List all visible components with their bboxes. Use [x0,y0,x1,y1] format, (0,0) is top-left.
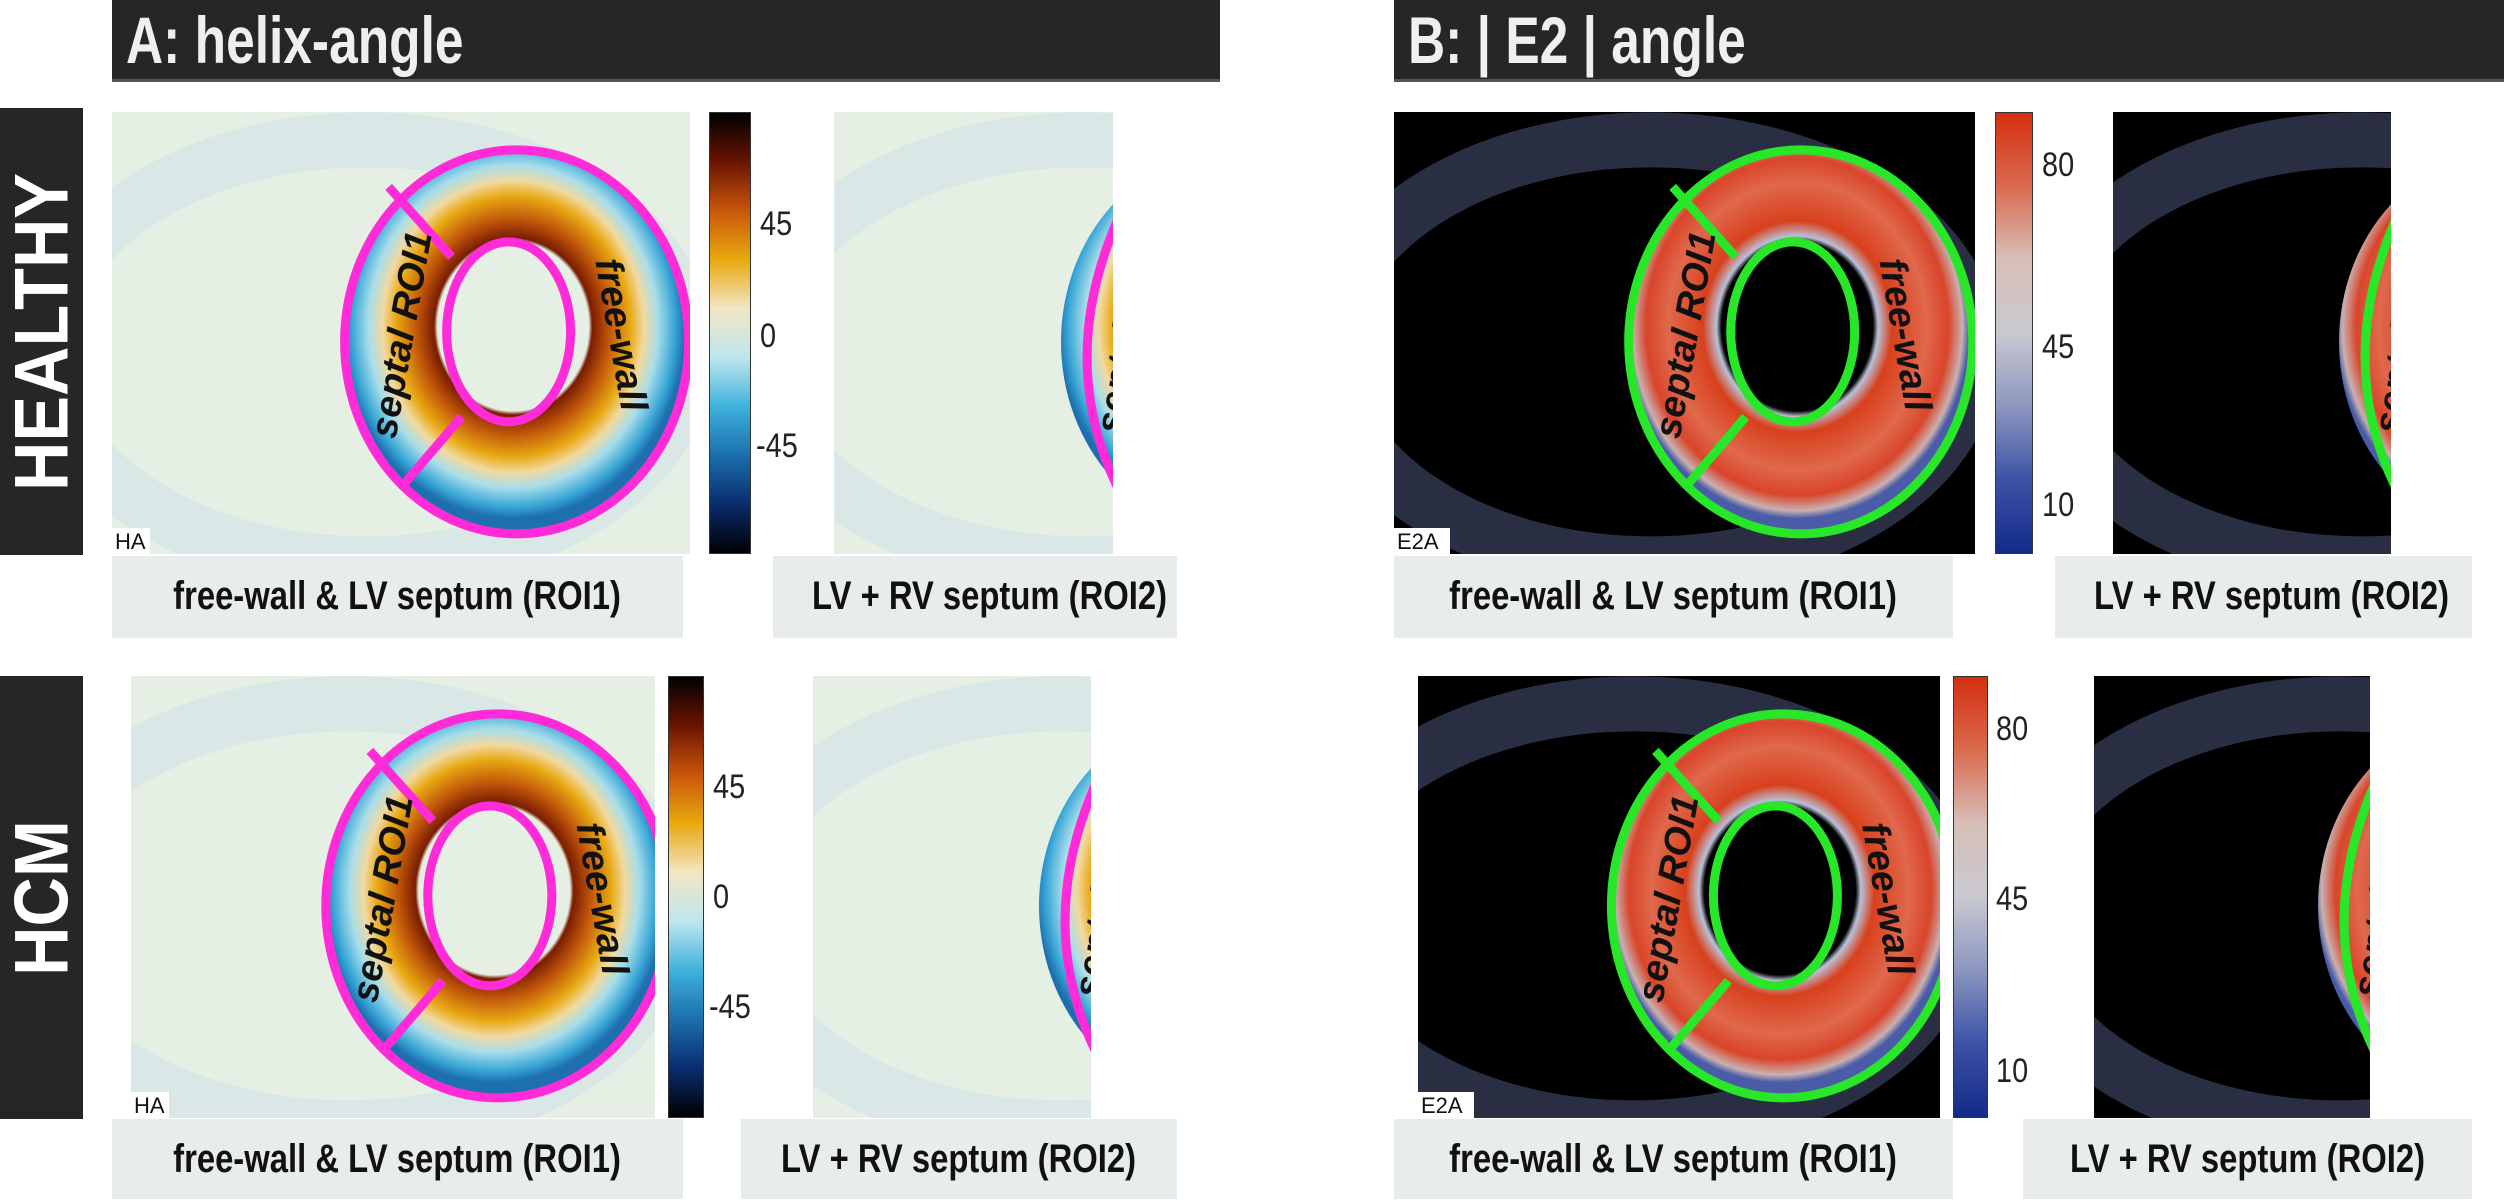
caption-healthy-ha-roi1: free-wall & LV septum (ROI1) [112,556,683,638]
caption-healthy-ha-roi2: LV + RV septum (ROI2) [773,556,1177,638]
panel-a-title: A: helix-angle [126,3,464,77]
roi-inner-contour [442,237,576,427]
caption-healthy-e2a-roi2: LV + RV septum (ROI2) [2055,556,2472,638]
colorbar-ha-healthy [709,112,751,554]
caption-hcm-ha-roi2: LV + RV septum (ROI2) [741,1119,1177,1199]
roi-outer-contour [1624,145,1978,539]
map-hcm-ha-roi2: septal ROI2 [711,676,1411,1156]
row-label-hcm-text: HCM [0,819,84,976]
roi-divider [385,183,455,260]
colorbar-tick: 45 [760,205,793,243]
roi-divider [1682,413,1750,490]
map-hcm-e2a-roi2: septal ROI2 [1990,676,2504,1156]
colorbar-tick: 80 [1996,710,2029,748]
colorbar-ha-hcm [668,676,704,1118]
map-healthy-ha-roi2: septal ROI2 [733,112,1433,592]
caption-hcm-e2a-roi1: free-wall & LV septum (ROI1) [1394,1119,1953,1199]
roi-outer-contour [340,145,694,539]
panel-b-header: B: | E2 | angle [1394,0,2504,82]
row-label-hcm: HCM [0,676,84,1119]
map-healthy-e2a-roi1: septal ROI1 free-wall E2A [1301,112,2001,592]
caption-healthy-e2a-roi1: free-wall & LV septum (ROI1) [1394,556,1953,638]
caption-hcm-e2a-roi2: LV + RV septum (ROI2) [2023,1119,2472,1199]
map-hcm-e2a-roi1: septal ROI1 free-wall E2A [1283,676,1983,1156]
panel-b-title: B: | E2 | angle [1408,3,1746,77]
myocardium-ring [344,149,689,534]
colorbar-tick: 0 [760,317,777,355]
roi-inner-contour [1726,237,1860,427]
map-healthy-e2a-roi2: septal ROI2 [2011,112,2504,592]
colorbar-e2a-healthy [1995,112,2033,554]
map-type-label-box [112,528,150,554]
colorbar-tick: 10 [1996,1052,2029,1090]
roi-divider [1652,747,1722,824]
roi-divider [366,747,437,824]
roi-divider [379,977,447,1054]
roi-inner-contour [1708,801,1842,991]
colorbar-e2a-hcm [1953,676,1988,1118]
myocardium-ring [325,713,670,1098]
colorbar-tick: 0 [713,878,730,916]
colorbar-tick: 80 [2042,146,2075,184]
map-healthy-ha-roi1: septal ROI1 free-wall HA [17,112,717,592]
map-hcm-ha-roi1: septal ROI1 free-wall HA [0,676,698,1156]
map-type-label: E2A [1397,529,1439,554]
row-label-healthy: HEALTHY [0,108,84,555]
roi-divider [1669,183,1740,260]
colorbar-tick: 45 [713,768,746,806]
panel-a-header: A: helix-angle [112,0,1220,82]
roi-inner-contour [423,801,557,991]
caption-hcm-ha-roi1: free-wall & LV septum (ROI1) [112,1119,683,1199]
colorbar-tick: -45 [756,427,798,465]
roi-divider [398,413,466,490]
roi-divider [1664,977,1732,1054]
map-type-label: HA [115,529,146,554]
colorbar-tick: 45 [1996,880,2029,918]
map-type-label-box [1418,1092,1474,1118]
map-type-label: HA [134,1093,165,1118]
map-type-label: E2A [1421,1093,1463,1118]
colorbar-tick: 45 [2042,328,2075,366]
myocardium-ring [1628,149,1973,534]
row-label-healthy-text: HEALTHY [0,172,84,491]
colorbar-tick: -45 [709,988,751,1026]
colorbar-tick: 10 [2042,486,2075,524]
map-type-label-box [131,1092,169,1118]
myocardium-ring [1611,713,1956,1098]
map-type-label-box [1394,528,1450,554]
